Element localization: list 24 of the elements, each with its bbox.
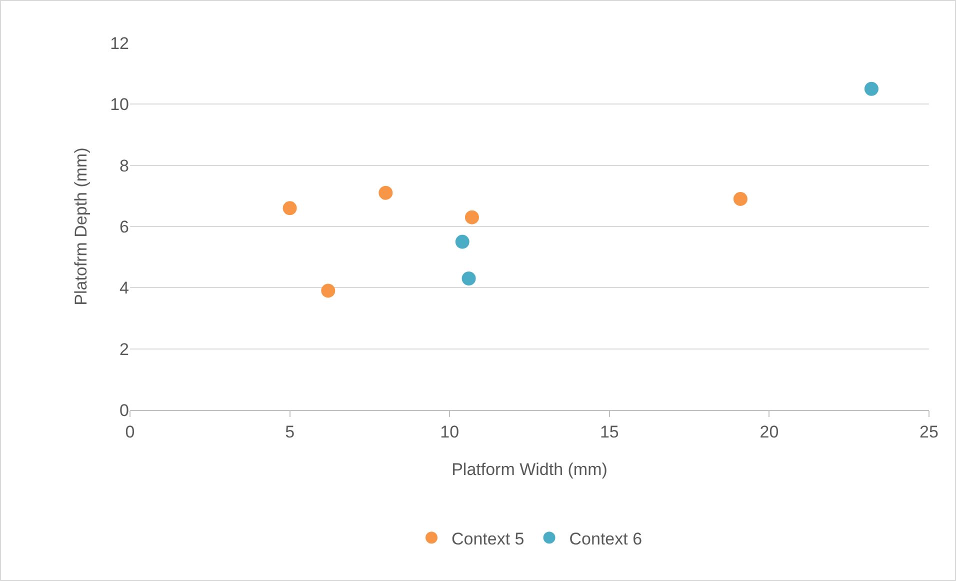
y-axis-title: Platofrm Depth (mm): [72, 148, 91, 306]
point: [462, 271, 476, 286]
x-tick-label: 10: [440, 422, 460, 442]
point: [864, 82, 878, 96]
point: [455, 234, 470, 249]
point: [464, 210, 479, 224]
point: [378, 186, 393, 200]
y-tick-label: 12: [110, 34, 129, 53]
point: [282, 201, 297, 216]
y-tick-label: 4: [120, 278, 129, 298]
x-tick-label: 25: [920, 422, 938, 442]
point: [733, 192, 748, 206]
y-tick-label: 8: [120, 156, 129, 176]
legend-label: Context 5: [452, 529, 524, 548]
y-tick-label: 10: [110, 95, 129, 114]
x-tick-label: 15: [600, 422, 619, 442]
y-tick-label: 0: [120, 400, 129, 420]
x-axis-title: Platform Width (mm): [452, 460, 608, 479]
point: [321, 284, 336, 298]
x-tick-label: 20: [760, 422, 779, 442]
x-tick-label: 5: [285, 422, 295, 442]
y-tick-label: 6: [120, 217, 129, 236]
legend-label: Context 6: [569, 529, 642, 548]
y-tick-label: 2: [120, 340, 129, 359]
